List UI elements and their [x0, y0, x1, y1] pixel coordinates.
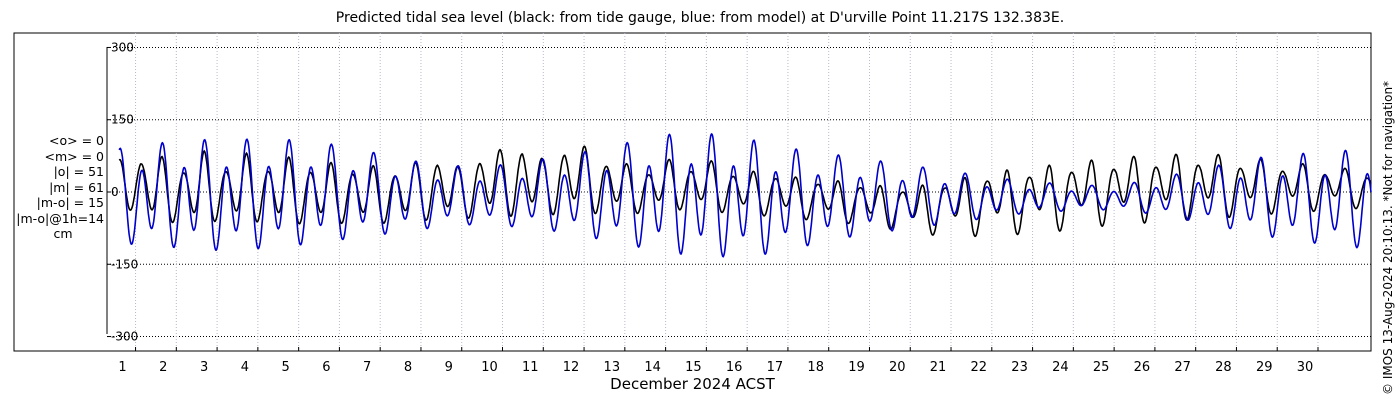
x-tick-label: 6: [322, 360, 330, 375]
x-tick-label: 13: [604, 360, 621, 375]
x-tick-label: 4: [241, 360, 249, 375]
x-tick-label: 15: [685, 360, 702, 375]
x-tick-label: 29: [1256, 360, 1273, 375]
x-tick-label: 9: [445, 360, 453, 375]
x-ticks: 1 2 3 4 5 6 7 8 9 10 11 12 13 14 15 16 17 18 19 20 21 22 23 24 2…: [118, 347, 1319, 375]
x-tick-label: 23: [1011, 360, 1028, 375]
y-tick-label: -300: [111, 330, 138, 344]
x-tick-label: 2: [159, 360, 167, 375]
x-tick-label: 17: [767, 360, 784, 375]
chart-title: Predicted tidal sea level (black: from t…: [335, 10, 1065, 26]
y-ticks: 300 150 0 -150 -300: [107, 40, 138, 344]
series-lines: [118, 132, 1372, 258]
x-tick-label: 14: [644, 360, 661, 375]
x-tick-label: 11: [522, 360, 539, 375]
y-tick-label: 150: [111, 113, 134, 127]
stat-abs-diff: |m-o| = 15: [36, 195, 104, 210]
stat-abs-obs: |o| = 51: [53, 164, 104, 179]
stat-abs-diff-1h: |m-o|@1h=14: [16, 210, 104, 226]
stat-abs-model: |m| = 61: [49, 179, 104, 195]
stat-unit: cm: [53, 226, 73, 241]
model-series-line: [118, 132, 1372, 258]
stat-mean-obs: <o> = 0: [49, 133, 104, 148]
x-tick-label: 18: [807, 360, 824, 375]
x-tick-label: 12: [563, 360, 580, 375]
y-tick-label: 0: [111, 185, 119, 199]
x-tick-label: 20: [889, 360, 906, 375]
x-tick-label: 25: [1093, 360, 1110, 375]
x-tick-label: 10: [481, 360, 498, 375]
x-tick-label: 1: [118, 360, 126, 375]
x-tick-label: 26: [1134, 360, 1151, 375]
x-tick-label: 22: [971, 360, 988, 375]
x-axis-label: December 2024 ACST: [610, 375, 775, 393]
stats-panel: <o> = 0 <m> = 0 |o| = 51 |m| = 61 |m-o| …: [0, 133, 104, 242]
y-tick-label: 300: [111, 40, 134, 54]
y-tick-label: -150: [111, 257, 138, 271]
x-tick-label: 16: [726, 360, 743, 375]
stat-mean-model: <m> = 0: [44, 148, 105, 164]
x-tick-label: 5: [281, 360, 289, 375]
copyright-notice: © IMOS 13-Aug-2024 20:10:13. *Not for na…: [1381, 80, 1395, 395]
x-tick-label: 27: [1174, 360, 1191, 375]
x-tick-label: 30: [1297, 360, 1314, 375]
x-tick-label: 21: [930, 360, 947, 375]
x-tick-label: 8: [404, 360, 412, 375]
gauge-series-line: [118, 145, 1372, 238]
x-tick-label: 24: [1052, 360, 1069, 375]
x-tick-label: 19: [848, 360, 865, 375]
x-tick-label: 28: [1215, 360, 1232, 375]
x-tick-label: 3: [200, 360, 208, 375]
x-tick-label: 7: [363, 360, 371, 375]
